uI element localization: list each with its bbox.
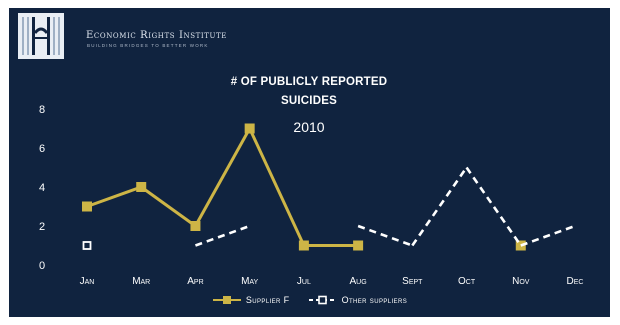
series-line-supplier-f <box>194 127 251 227</box>
institute-logo-icon <box>18 13 64 59</box>
y-tick-label: 4 <box>39 182 45 194</box>
legend-item-other-suppliers: Other suppliers <box>308 295 408 305</box>
data-point-supplier-f <box>136 182 147 192</box>
series-line-other-suppliers <box>465 166 522 247</box>
org-tagline: Building bridges to better work <box>87 43 209 48</box>
legend-label-other-suppliers: Other suppliers <box>341 295 408 305</box>
chart-legend: Supplier F Other suppliers <box>9 295 610 305</box>
org-name: Economic Rights Institute <box>86 30 228 41</box>
x-tick-label: Jul <box>297 276 311 287</box>
y-tick-label: 2 <box>39 221 45 233</box>
data-point-other-suppliers <box>82 241 92 250</box>
chart-frame: Economic Rights Institute Building bridg… <box>9 8 610 317</box>
y-tick-label: 6 <box>39 143 45 155</box>
x-tick-label: Sept <box>402 276 423 287</box>
data-point-supplier-f <box>353 240 364 251</box>
x-tick-label: Oct <box>458 276 476 287</box>
data-point-supplier-f <box>82 201 92 212</box>
data-point-supplier-f <box>190 221 201 231</box>
data-point-supplier-f <box>298 240 309 251</box>
chart-title-line2: SUICIDES <box>281 95 337 107</box>
x-tick-label: Aug <box>350 276 367 287</box>
legend-item-supplier-f: Supplier F <box>212 295 290 305</box>
series-line-other-suppliers <box>357 224 413 247</box>
x-tick-label: May <box>241 276 258 287</box>
series-line-other-suppliers <box>520 224 576 247</box>
line-chart: 0 2 4 6 8 Jan Mar Apr May Jul Aug Sept Oct Nov Dec <box>39 104 584 287</box>
series-line-supplier-f <box>248 127 306 247</box>
x-tick-label: Dec <box>567 276 584 287</box>
legend-swatch-other-suppliers-icon <box>308 295 337 305</box>
y-tick-label: 0 <box>39 260 45 272</box>
legend-swatch-supplier-f-icon <box>212 296 241 304</box>
chart-title-line1: # OF PUBLICLY REPORTED <box>230 76 388 88</box>
x-tick-label: Jan <box>80 276 95 287</box>
chart-subtitle: 2010 <box>293 119 325 135</box>
x-tick-label: Mar <box>132 276 150 287</box>
legend-label-supplier-f: Supplier F <box>245 295 290 305</box>
data-point-supplier-f <box>244 123 255 134</box>
x-tick-label: Nov <box>512 276 530 287</box>
series-line-other-suppliers <box>411 166 468 247</box>
series-line-supplier-f <box>140 185 197 228</box>
y-tick-label: 8 <box>39 104 45 116</box>
series-line-supplier-f <box>86 185 142 208</box>
x-tick-label: Apr <box>187 276 203 287</box>
series-line-other-suppliers <box>195 224 251 247</box>
